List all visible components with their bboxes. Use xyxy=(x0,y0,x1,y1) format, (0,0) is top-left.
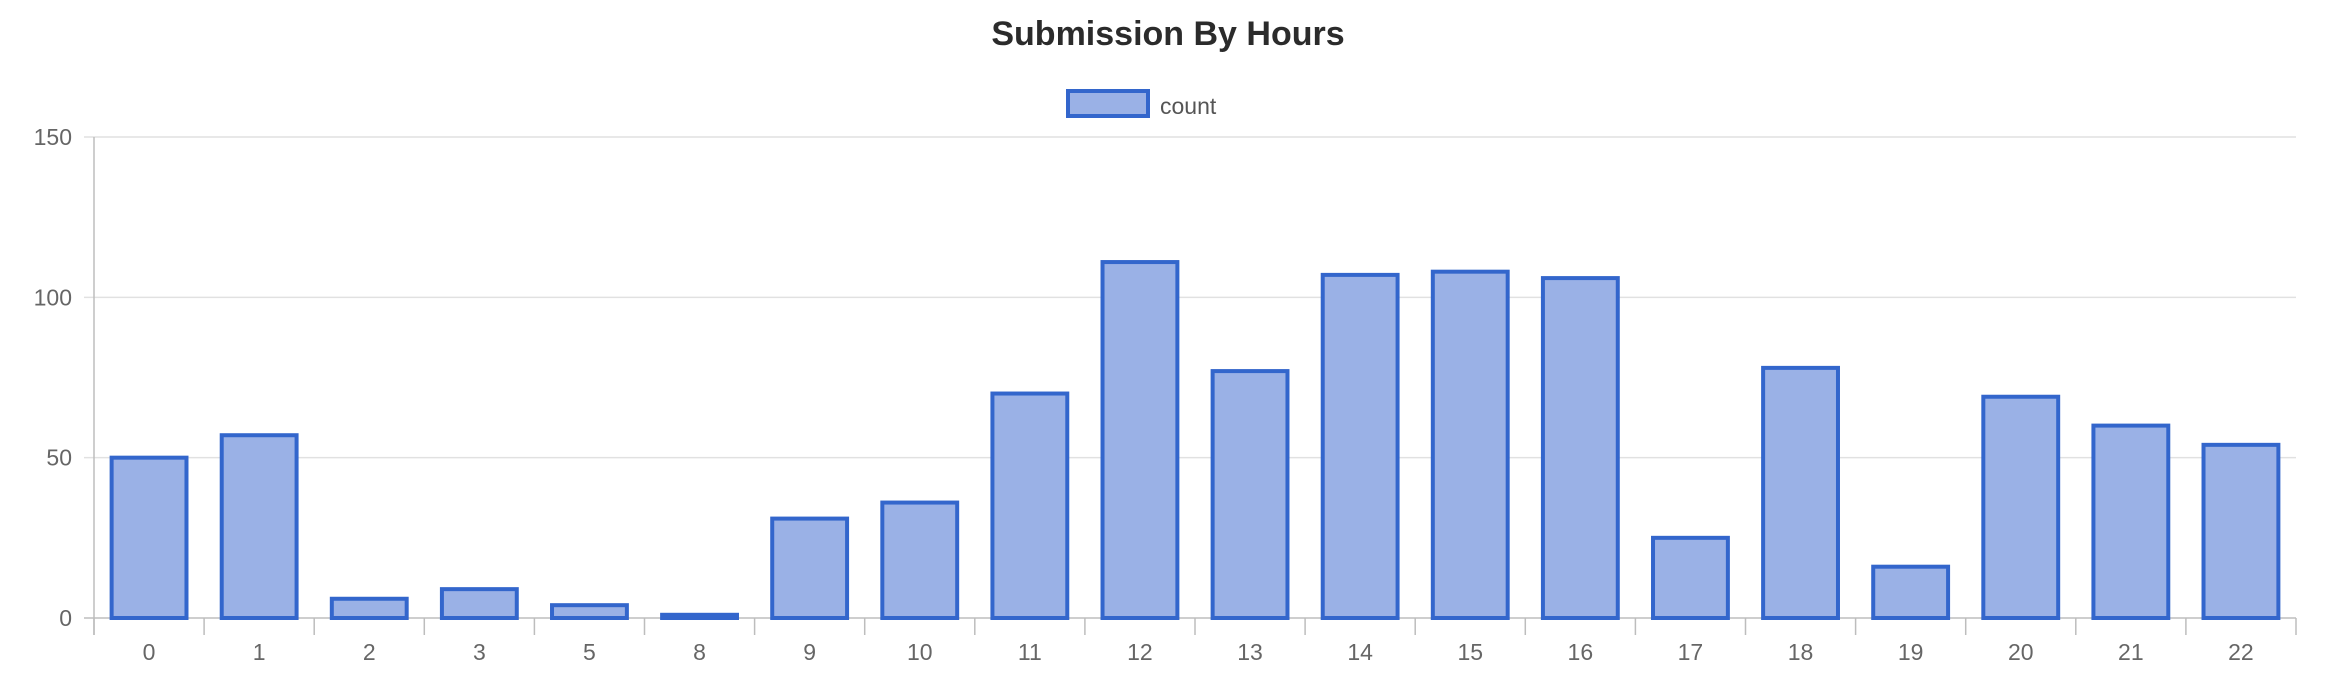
x-tick-label: 1 xyxy=(253,639,266,665)
chart-title: Submission By Hours xyxy=(991,15,1344,53)
x-tick-label: 0 xyxy=(143,639,156,665)
bar-21[interactable] xyxy=(2091,423,2171,620)
y-tick-label: 50 xyxy=(46,445,72,471)
bar-17[interactable] xyxy=(1651,535,1730,620)
x-tick-label: 5 xyxy=(583,639,596,665)
x-tick-label: 10 xyxy=(907,639,933,665)
y-tick-label: 150 xyxy=(34,124,72,150)
x-tick-label: 11 xyxy=(1018,639,1042,665)
bar-14[interactable] xyxy=(1320,272,1400,620)
bars xyxy=(109,260,2281,621)
bar-3[interactable] xyxy=(439,587,519,621)
bar-9[interactable] xyxy=(770,516,850,620)
x-tick-label: 18 xyxy=(1788,639,1814,665)
x-axis-ticks: 0 1 2 3 5 8 9 10 11 12 13 14 15 16 17 18 19 20 21 22 xyxy=(93,618,2297,665)
bar-2[interactable] xyxy=(329,596,409,621)
bar-1[interactable] xyxy=(219,433,299,620)
x-tick-label: 8 xyxy=(693,639,706,665)
bar-11[interactable] xyxy=(990,391,1070,620)
x-tick-label: 13 xyxy=(1237,639,1263,665)
x-tick-label: 12 xyxy=(1127,639,1153,665)
bar-20[interactable] xyxy=(1981,394,2061,620)
legend-swatch xyxy=(1066,89,1150,118)
x-tick-label: 16 xyxy=(1568,639,1594,665)
legend-label: count xyxy=(1160,93,1217,119)
y-axis-ticks: 0 50 100 150 xyxy=(34,124,72,631)
x-tick-label: 20 xyxy=(2008,639,2034,665)
bar-5[interactable] xyxy=(550,603,629,621)
bar-12[interactable] xyxy=(1100,260,1180,620)
x-tick-label: 14 xyxy=(1347,639,1373,665)
bar-22[interactable] xyxy=(2201,442,2281,620)
x-tick-label: 17 xyxy=(1678,639,1704,665)
bar-15[interactable] xyxy=(1430,269,1510,620)
x-tick-label: 19 xyxy=(1898,639,1924,665)
bar-8[interactable] xyxy=(660,612,739,621)
x-tick-label: 22 xyxy=(2228,639,2254,665)
x-tick-label: 2 xyxy=(363,639,376,665)
bar-18[interactable] xyxy=(1761,365,1840,620)
bar-13[interactable] xyxy=(1210,369,1290,620)
legend[interactable]: count xyxy=(1066,89,1217,119)
bar-0[interactable] xyxy=(109,455,189,620)
gridlines xyxy=(84,136,2296,635)
bar-16[interactable] xyxy=(1540,276,1620,620)
y-tick-label: 100 xyxy=(34,284,72,310)
x-tick-label: 21 xyxy=(2118,639,2144,665)
bar-10[interactable] xyxy=(880,500,960,620)
bar-19[interactable] xyxy=(1871,564,1951,621)
x-tick-label: 3 xyxy=(473,639,486,665)
x-tick-label: 15 xyxy=(1457,639,1483,665)
y-tick-label: 0 xyxy=(59,605,72,631)
x-tick-label: 9 xyxy=(803,639,816,665)
